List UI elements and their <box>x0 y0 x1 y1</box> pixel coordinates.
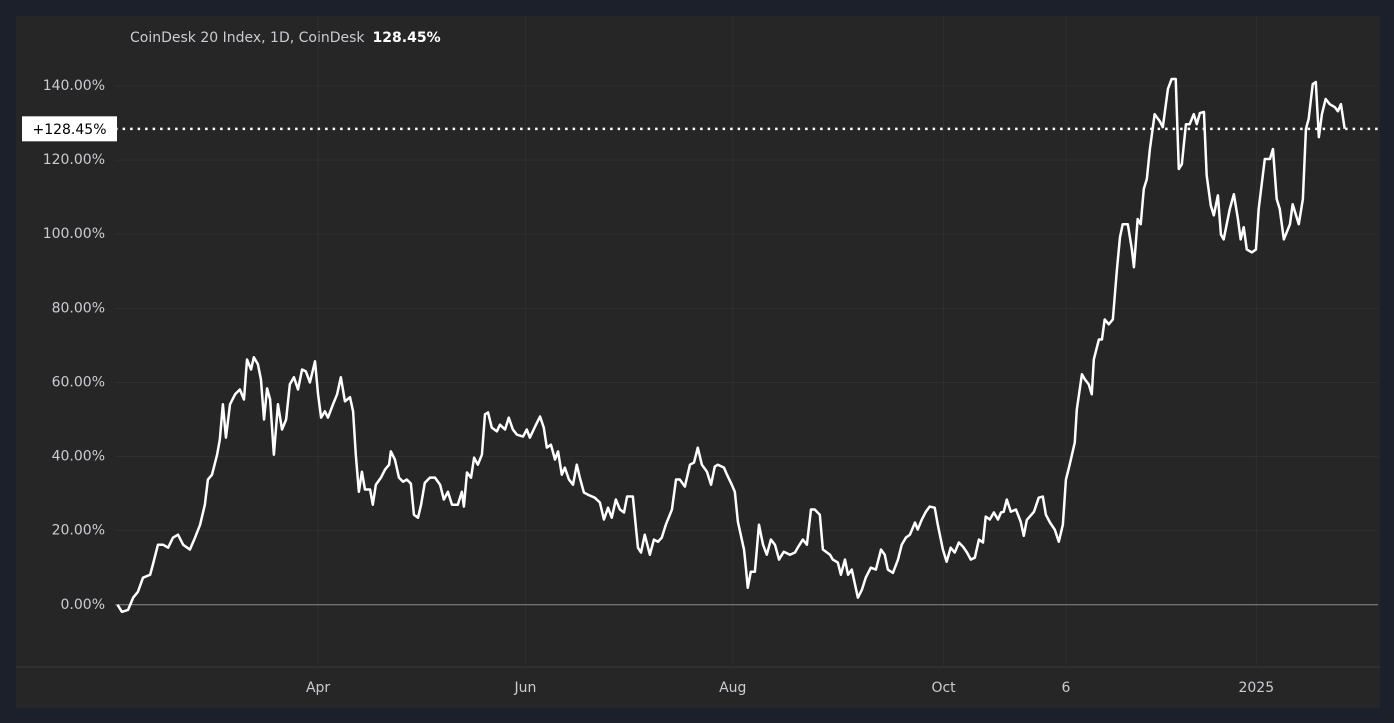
y-tick-label: 0.00% <box>61 597 105 613</box>
y-tick-label: 20.00% <box>52 523 105 539</box>
grid <box>115 16 1378 667</box>
y-tick-label: 60.00% <box>52 374 105 390</box>
x-tick-label: Apr <box>306 680 330 696</box>
x-tick-label: 2025 <box>1238 680 1274 696</box>
x-tick-label: Oct <box>931 680 956 696</box>
y-tick-label: 100.00% <box>43 226 105 242</box>
chart-title: CoinDesk 20 Index, 1D, CoinDesk <box>130 30 365 46</box>
last-value: 128.45% <box>373 30 441 46</box>
y-tick-label: 140.00% <box>43 78 105 94</box>
price-line <box>116 77 1346 614</box>
x-tick-label: Aug <box>719 680 746 696</box>
x-tick-label: Jun <box>513 680 536 696</box>
y-tick-label: 40.00% <box>52 449 105 465</box>
chart-panel <box>16 16 1380 708</box>
y-tick-label: 120.00% <box>43 152 105 168</box>
price-label: +128.45% <box>32 122 106 138</box>
x-tick-label: 6 <box>1061 680 1070 696</box>
price-label-box <box>22 116 117 142</box>
y-tick-label: 80.00% <box>52 300 105 316</box>
